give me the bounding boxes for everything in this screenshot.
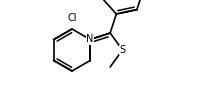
Text: Cl: Cl [67,13,77,23]
Text: N: N [86,34,94,44]
Text: S: S [119,45,126,55]
